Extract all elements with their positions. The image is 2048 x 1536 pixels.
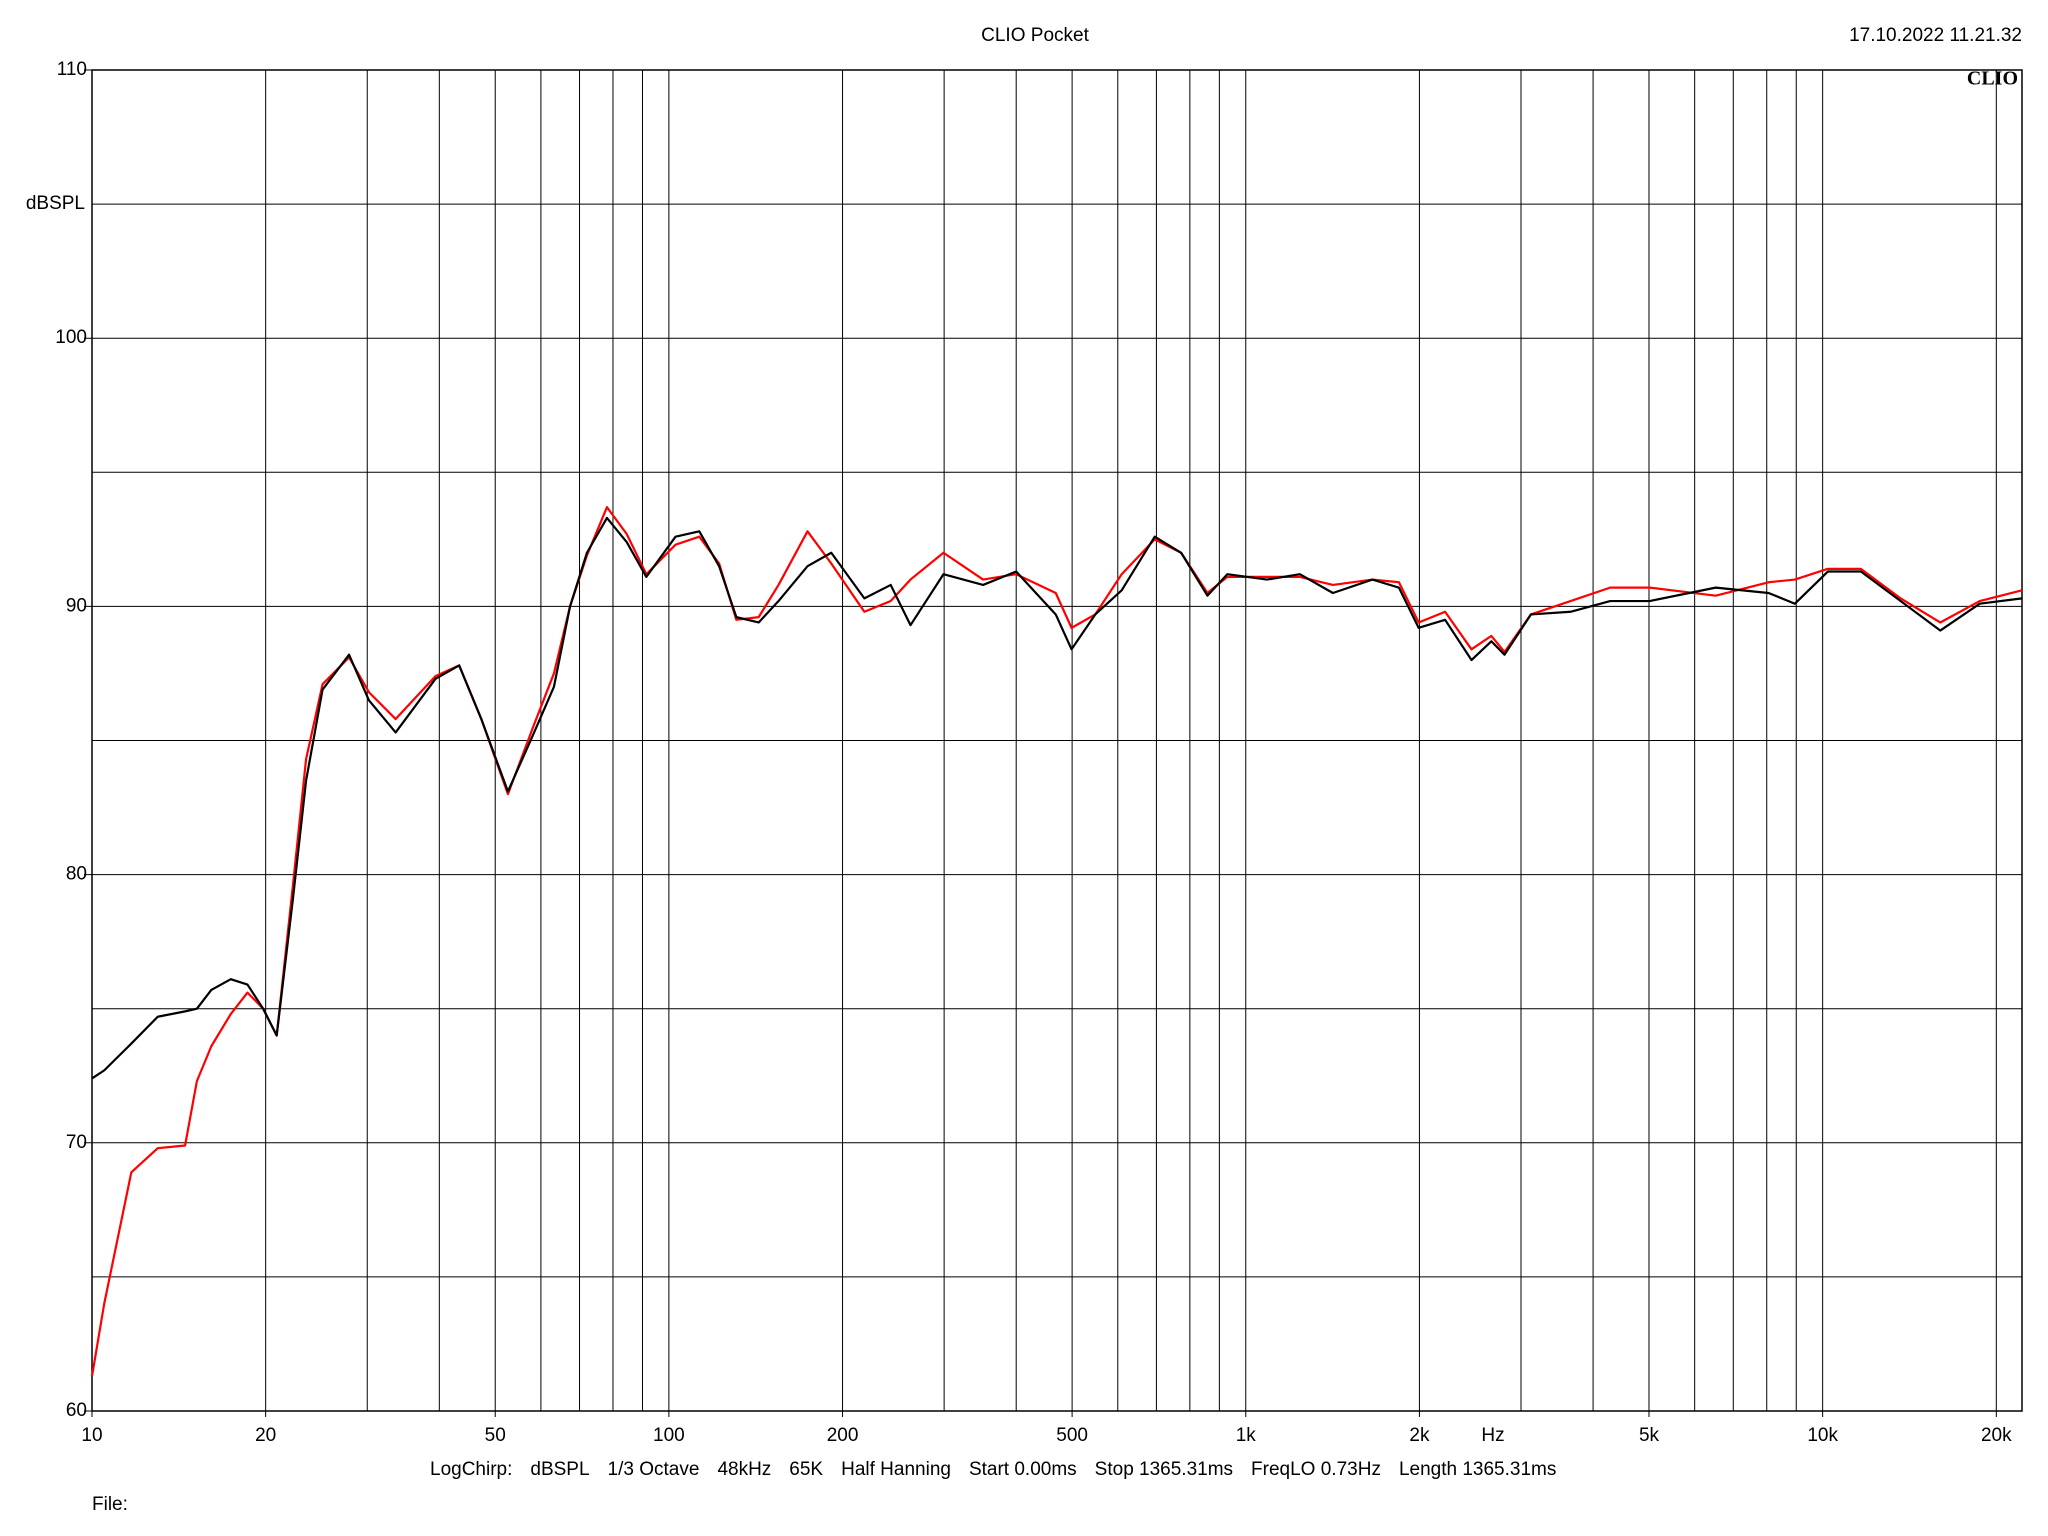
x-tick-label: 100 [653,1425,685,1446]
setting-item: 65K [789,1459,823,1480]
setting-item: Length 1365.31ms [1399,1459,1556,1480]
data-line [91,516,2023,1080]
timestamp: 17.10.2022 11.21.32 [1849,25,2022,46]
setting-item: LogChirp: [430,1459,512,1480]
setting-item: dBSPL [530,1459,589,1480]
x-tick-label: 5k [1639,1425,1660,1446]
setting-item: 1/3 Octave [608,1459,700,1480]
y-tick-label: 90 [66,595,87,616]
y-tick-label: 110 [57,59,87,80]
x-tick-label: 500 [1056,1425,1088,1446]
file-label: File: [92,1494,128,1515]
x-tick-label: 20 [255,1425,276,1446]
y-tick-label: 100 [55,327,87,348]
setting-item: 48kHz [717,1459,771,1480]
y-tick-label: 80 [66,864,87,885]
setting-item: Stop 1365.31ms [1095,1459,1233,1480]
x-tick-label: 200 [827,1425,859,1446]
x-tick-label: 2k [1409,1425,1430,1446]
y-tick-label: 70 [66,1132,87,1153]
x-tick-label: 10 [81,1425,102,1446]
x-axis-label: Hz [1481,1425,1504,1446]
y-tick-label: 60 [66,1400,87,1421]
y-axis-label: dBSPL [26,193,85,214]
chart-title: CLIO Pocket [981,25,1089,46]
settings: LogChirp: dBSPL 1/3 Octave 48kHz 65K Half Han… [430,1459,1556,1480]
x-tick-label: 10k [1807,1425,1838,1446]
logo: CLIO [1967,68,2018,90]
x-tick-label: 50 [485,1425,506,1446]
setting-item: FreqLO 0.73Hz [1251,1459,1381,1480]
x-tick-label: 1k [1236,1425,1257,1446]
plot-frame [91,69,2023,1412]
setting-item: Start 0.00ms [969,1459,1077,1480]
setting-item: Half Hanning [841,1459,951,1480]
x-tick-label: 20k [1981,1425,2012,1446]
